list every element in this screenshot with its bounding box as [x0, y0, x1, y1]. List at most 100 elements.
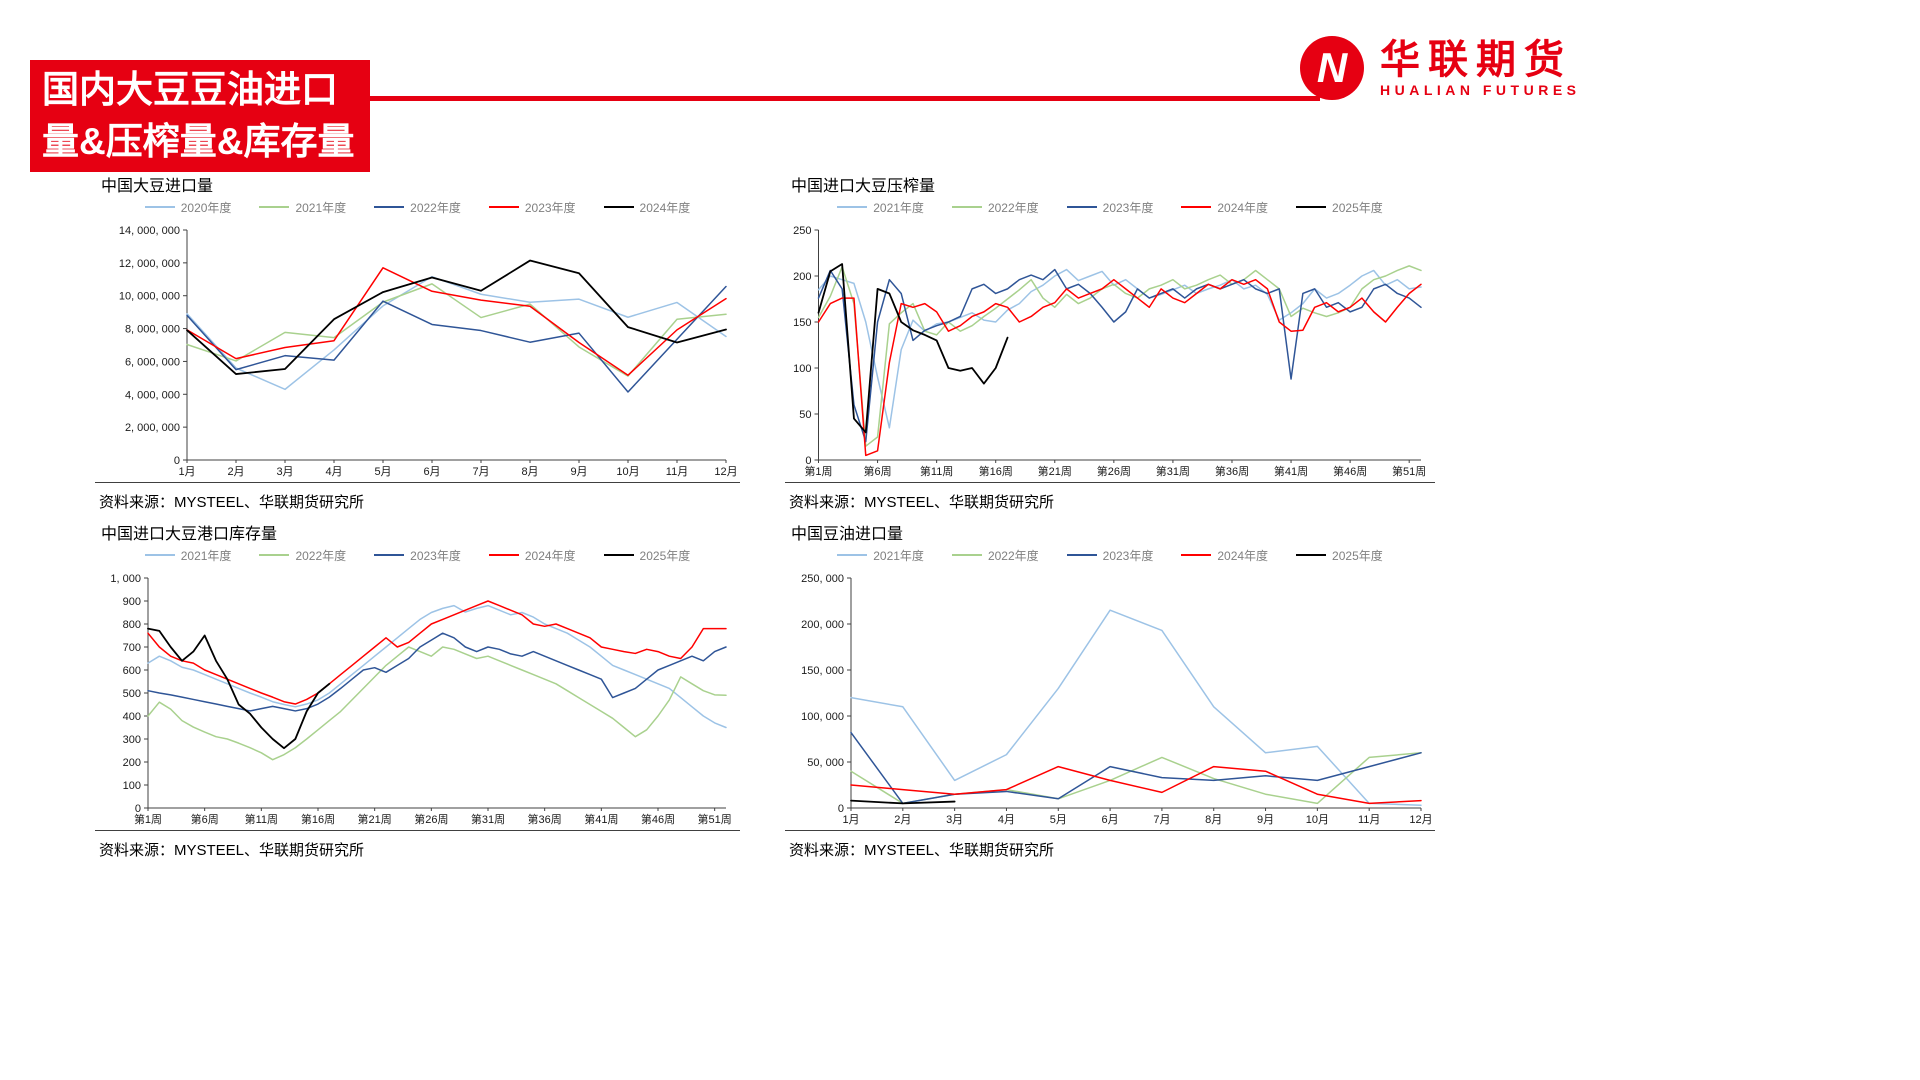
legend-label: 2021年度: [295, 200, 347, 215]
svg-text:2月: 2月: [227, 466, 244, 478]
svg-text:第26周: 第26周: [414, 812, 448, 826]
legend-swatch-icon: [837, 554, 868, 556]
legend-item: 2024年度: [488, 547, 576, 564]
line-chart: 0 2, 000, 000 4, 000, 000 6, 000, 000 8, 000…: [119, 225, 738, 478]
svg-text:第41周: 第41周: [584, 812, 618, 826]
legend-label: 2022年度: [987, 200, 1039, 215]
svg-text:6月: 6月: [423, 466, 440, 478]
svg-text:12月: 12月: [714, 466, 737, 478]
svg-text:6, 000, 000: 6, 000, 000: [125, 356, 180, 368]
legend-label: 2022年度: [295, 548, 347, 563]
svg-text:第1周: 第1周: [804, 464, 832, 478]
legend-label: 2025年度: [1332, 200, 1383, 215]
legend-swatch-icon: [603, 206, 634, 208]
svg-text:3月: 3月: [946, 814, 963, 826]
svg-text:8月: 8月: [1205, 814, 1222, 826]
legend-label: 2024年度: [524, 548, 576, 563]
legend-item: 2022年度: [374, 199, 461, 216]
svg-text:10, 000, 000: 10, 000, 000: [119, 291, 180, 303]
legend-item: 2025年度: [603, 547, 691, 564]
svg-text:4, 000, 000: 4, 000, 000: [125, 389, 180, 401]
source-note: 资料来源：MYSTEEL、华联期货研究所: [95, 830, 740, 860]
svg-text:第26周: 第26周: [1097, 464, 1131, 478]
legend-label: 2024年度: [1217, 200, 1269, 215]
chart-port-inventory: 中国进口大豆港口库存量 2021年度 2022年度 2023年度 2024年度 2025…: [95, 520, 740, 860]
svg-text:5月: 5月: [374, 466, 391, 478]
legend-swatch-icon: [1066, 554, 1097, 556]
svg-text:1, 000: 1, 000: [110, 573, 141, 585]
legend-label: 2024年度: [639, 200, 691, 215]
svg-text:250, 000: 250, 000: [801, 573, 844, 585]
svg-text:8, 000, 000: 8, 000, 000: [125, 324, 180, 336]
legend-label: 2025年度: [639, 548, 691, 563]
line-chart: 0 50 100 150 200 250 第1周 第6周 第11周 第16周 第21周 第26周 第31…: [793, 225, 1426, 478]
legend-item: 2021年度: [837, 199, 924, 216]
legend-label: 2023年度: [1102, 548, 1154, 563]
legend-item: 2021年度: [837, 547, 924, 564]
svg-text:50, 000: 50, 000: [807, 757, 844, 769]
svg-text:1月: 1月: [178, 466, 195, 478]
legend-swatch-icon: [259, 206, 290, 208]
svg-text:第21周: 第21周: [358, 812, 392, 826]
chart-soyoil-imports: 中国豆油进口量 2021年度 2022年度 2023年度 2024年度 2025年度 0…: [785, 520, 1435, 860]
legend-item: 2023年度: [374, 547, 461, 564]
legend-swatch-icon: [951, 554, 982, 556]
svg-text:2月: 2月: [894, 814, 911, 826]
legend-swatch-icon: [1296, 206, 1327, 208]
legend-swatch-icon: [603, 554, 634, 556]
line-chart: 0 100 200 300 400 500 600 700 800 900 1, 000 第1周 第6周…: [110, 573, 732, 826]
legend-swatch-icon: [1181, 206, 1212, 208]
svg-text:第6周: 第6周: [864, 464, 892, 478]
svg-text:250: 250: [793, 225, 811, 237]
chart-title: 中国进口大豆港口库存量: [101, 526, 278, 543]
svg-text:200: 200: [123, 757, 141, 769]
legend-swatch-icon: [1296, 554, 1327, 556]
company-name-cn: 华联期货: [1380, 38, 1572, 82]
svg-text:100: 100: [123, 780, 141, 792]
svg-text:500: 500: [123, 688, 141, 700]
svg-text:第31周: 第31周: [471, 812, 505, 826]
svg-text:150: 150: [793, 317, 811, 329]
company-name-en: HUALIAN FUTURES: [1380, 82, 1581, 98]
legend-swatch-icon: [951, 206, 982, 208]
legend-item: 2024年度: [603, 199, 691, 216]
legend-item: 2021年度: [144, 547, 231, 564]
legend-item: 2025年度: [1296, 547, 1383, 564]
legend-swatch-icon: [837, 206, 868, 208]
legend-swatch-icon: [488, 554, 519, 556]
legend-swatch-icon: [374, 206, 405, 208]
svg-text:10月: 10月: [1306, 814, 1329, 826]
svg-text:第6周: 第6周: [191, 812, 219, 826]
svg-text:50: 50: [799, 409, 811, 421]
legend-label: 2022年度: [410, 200, 461, 215]
legend-swatch-icon: [488, 206, 519, 208]
svg-text:7月: 7月: [1153, 814, 1170, 826]
svg-text:第41周: 第41周: [1274, 464, 1308, 478]
legend-label: 2020年度: [180, 200, 232, 215]
svg-text:第16周: 第16周: [301, 812, 335, 826]
chart-title: 中国大豆进口量: [101, 178, 214, 195]
svg-text:14, 000, 000: 14, 000, 000: [119, 225, 180, 237]
svg-text:0: 0: [135, 803, 141, 815]
hualian-logo-icon: N: [1300, 36, 1364, 100]
svg-text:第36周: 第36周: [1215, 464, 1249, 478]
legend-label: 2021年度: [873, 200, 924, 215]
svg-text:9月: 9月: [570, 466, 587, 478]
svg-text:第46周: 第46周: [641, 812, 675, 826]
source-note: 资料来源：MYSTEEL、华联期货研究所: [785, 482, 1435, 512]
svg-text:0: 0: [838, 803, 844, 815]
svg-text:第11周: 第11周: [920, 464, 953, 478]
legend-label: 2024年度: [1217, 548, 1269, 563]
legend-item: 2021年度: [259, 199, 346, 216]
legend-item: 2022年度: [951, 547, 1039, 564]
svg-text:第51周: 第51周: [698, 812, 732, 826]
legend-swatch-icon: [374, 554, 405, 556]
chart-legend: 2020年度 2021年度 2022年度 2023年度 2024年度: [95, 196, 740, 218]
legend-item: 2023年度: [1066, 199, 1153, 216]
chart-legend: 2021年度 2022年度 2023年度 2024年度 2025年度: [785, 544, 1435, 566]
svg-text:4月: 4月: [325, 466, 342, 478]
line-chart: 0 50, 000 100, 000 150, 000 200, 000 250, 000…: [801, 573, 1432, 826]
legend-item: 2025年度: [1296, 199, 1383, 216]
svg-text:第11周: 第11周: [245, 812, 278, 826]
svg-text:400: 400: [123, 711, 141, 723]
